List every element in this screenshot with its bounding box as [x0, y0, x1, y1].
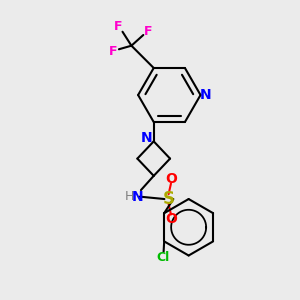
Text: F: F [143, 25, 152, 38]
Text: N: N [132, 190, 143, 204]
Text: H: H [124, 190, 134, 203]
Text: Cl: Cl [156, 251, 169, 264]
Text: N: N [140, 131, 152, 146]
Text: O: O [165, 212, 177, 226]
Text: F: F [109, 45, 118, 58]
Text: N: N [200, 88, 212, 102]
Text: O: O [165, 172, 177, 186]
Text: S: S [163, 190, 175, 208]
Text: F: F [114, 20, 122, 33]
